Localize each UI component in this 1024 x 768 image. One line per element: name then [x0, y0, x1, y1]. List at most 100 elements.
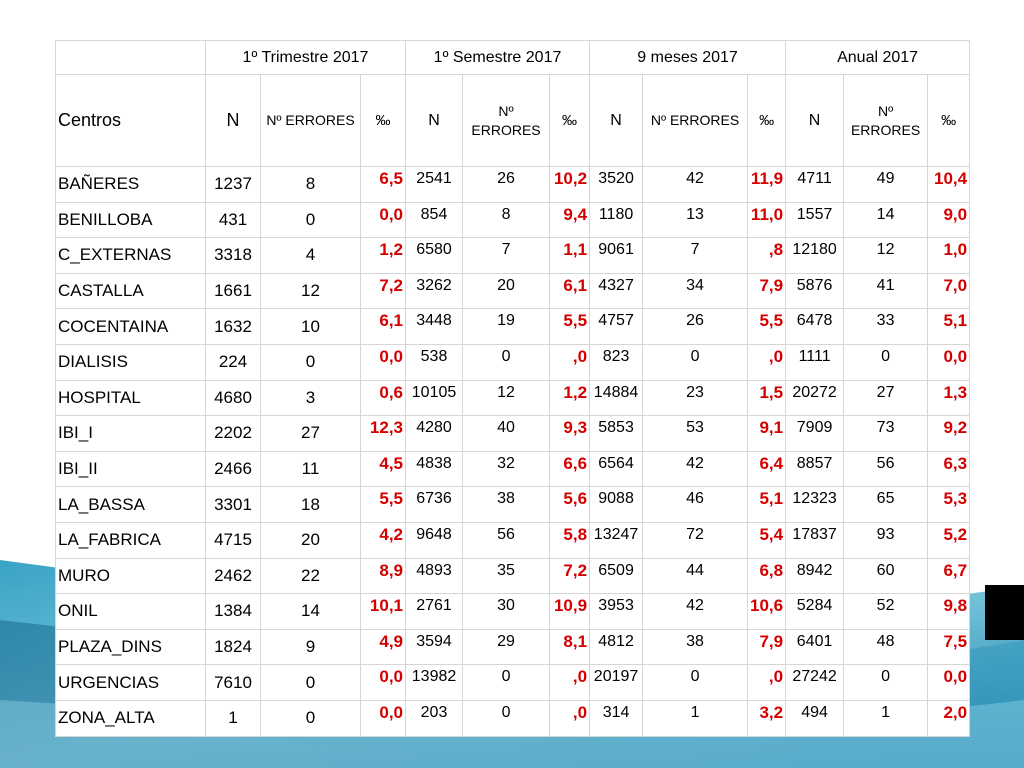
- n-cell: 4838: [405, 450, 464, 488]
- permil-cell: ,8: [747, 237, 787, 274]
- errores-cell: 19: [462, 308, 551, 345]
- permil-cell: 1,0: [927, 237, 971, 274]
- errores-cell: 32: [462, 450, 551, 488]
- errores-header: Nº ERRORES: [642, 74, 749, 167]
- permil-cell: 11,0: [747, 201, 787, 239]
- errores-cell: 10: [260, 308, 361, 345]
- permil-cell: 5,5: [747, 308, 787, 345]
- n-header: N: [405, 74, 464, 167]
- errores-cell: 23: [642, 379, 749, 417]
- n-cell: 1180: [589, 201, 644, 239]
- period-header-s1: 1º Semestre 2017: [405, 40, 591, 75]
- permil-cell: 4,9: [359, 628, 407, 666]
- permil-cell: 6,5: [359, 166, 407, 203]
- errores-cell: 72: [642, 521, 749, 559]
- errores-cell: 65: [843, 486, 929, 523]
- errores-cell: 0: [843, 664, 929, 701]
- errores-cell: 29: [462, 628, 551, 666]
- centros-header: Centros: [55, 74, 206, 167]
- n-cell: 6736: [405, 486, 464, 523]
- n-cell: 8857: [785, 450, 845, 488]
- errores-cell: 60: [843, 557, 929, 595]
- errores-cell: 8: [260, 166, 361, 203]
- table-row: HOSPITAL 4680 3 0,6 10105 12 1,2 14884 23 1,5 2027…: [55, 379, 971, 417]
- errores-cell: 40: [462, 415, 551, 452]
- n-cell: 7610: [205, 664, 261, 701]
- permil-cell: 6,1: [549, 272, 591, 310]
- errores-cell: 12: [260, 272, 361, 310]
- n-header: N: [205, 74, 261, 167]
- n-cell: 20197: [589, 664, 644, 701]
- n-cell: 6478: [785, 308, 845, 345]
- errores-cell: 44: [642, 557, 749, 595]
- n-cell: 1237: [205, 166, 261, 203]
- centro-name-cell: HOSPITAL: [55, 379, 206, 417]
- permil-cell: 5,3: [927, 486, 971, 523]
- n-cell: 224: [205, 343, 261, 381]
- errores-cell: 34: [642, 272, 749, 310]
- errores-cell: 56: [843, 450, 929, 488]
- permil-cell: ,0: [549, 343, 591, 381]
- table-row: IBI_II 2466 11 4,5 4838 32 6,6 6564 42 6,4 8857 56 6…: [55, 450, 971, 488]
- permil-cell: 4,5: [359, 450, 407, 488]
- n-cell: 4711: [785, 166, 845, 203]
- n-cell: 4757: [589, 308, 644, 345]
- errores-cell: 1: [642, 699, 749, 737]
- table-row: ZONA_ALTA 1 0 0,0 203 0,0 314 1 3,2 494 1 2,0: [55, 699, 971, 737]
- errores-cell: 13: [642, 201, 749, 239]
- errores-cell: 20: [260, 521, 361, 559]
- permil-cell: 12,3: [359, 415, 407, 452]
- permil-header: ‰: [747, 74, 787, 167]
- n-cell: 9088: [589, 486, 644, 523]
- n-cell: 13247: [589, 521, 644, 559]
- errores-cell: 48: [843, 628, 929, 666]
- centro-name-cell: CASTALLA: [55, 272, 206, 310]
- errores-cell: 0: [462, 699, 551, 737]
- errores-cell: 7: [642, 237, 749, 274]
- permil-cell: 9,4: [549, 201, 591, 239]
- permil-cell: 5,1: [747, 486, 787, 523]
- n-cell: 6580: [405, 237, 464, 274]
- errores-cell: 56: [462, 521, 551, 559]
- centro-name-cell: IBI_I: [55, 415, 206, 452]
- errores-cell: 73: [843, 415, 929, 452]
- header-corner-cell: [55, 40, 206, 75]
- n-cell: 2202: [205, 415, 261, 452]
- n-cell: 12180: [785, 237, 845, 274]
- n-cell: 3520: [589, 166, 644, 203]
- period-header-q1: 1º Trimestre 2017: [204, 40, 407, 75]
- permil-cell: 7,0: [927, 272, 971, 310]
- permil-cell: 1,2: [549, 379, 591, 417]
- errores-cell: 26: [462, 166, 551, 203]
- permil-cell: 8,1: [549, 628, 591, 666]
- table-body: BAÑERES 1237 8 6,5 2541 26 10,2 3520 42 11,9 4711 4…: [55, 166, 971, 737]
- errores-cell: 46: [642, 486, 749, 523]
- errores-cell: 4: [260, 237, 361, 274]
- errores-cell: 35: [462, 557, 551, 595]
- errores-cell: 1: [843, 699, 929, 737]
- errores-cell: 42: [642, 450, 749, 488]
- n-cell: 494: [785, 699, 845, 737]
- n-cell: 27242: [785, 664, 845, 701]
- n-cell: 10105: [405, 379, 464, 417]
- n-cell: 4280: [405, 415, 464, 452]
- errores-cell: 49: [843, 166, 929, 203]
- permil-cell: 5,4: [747, 521, 787, 559]
- errores-cell: 27: [843, 379, 929, 417]
- permil-cell: 6,3: [927, 450, 971, 488]
- errores-cell: 14: [843, 201, 929, 239]
- n-header: N: [785, 74, 845, 167]
- table-row: MURO 2462 22 8,9 4893 35 7,2 6509 44 6,8 8942 60 6,7: [55, 557, 971, 595]
- permil-header: ‰: [549, 74, 591, 167]
- permil-cell: 6,4: [747, 450, 787, 488]
- errores-cell: 26: [642, 308, 749, 345]
- errores-cell: 0: [260, 699, 361, 737]
- n-cell: 3318: [205, 237, 261, 274]
- permil-cell: 5,8: [549, 521, 591, 559]
- permil-cell: 0,0: [359, 664, 407, 701]
- permil-cell: ,0: [747, 664, 787, 701]
- permil-cell: 7,2: [549, 557, 591, 595]
- n-cell: 3301: [205, 486, 261, 523]
- n-cell: 3594: [405, 628, 464, 666]
- permil-cell: 5,1: [927, 308, 971, 345]
